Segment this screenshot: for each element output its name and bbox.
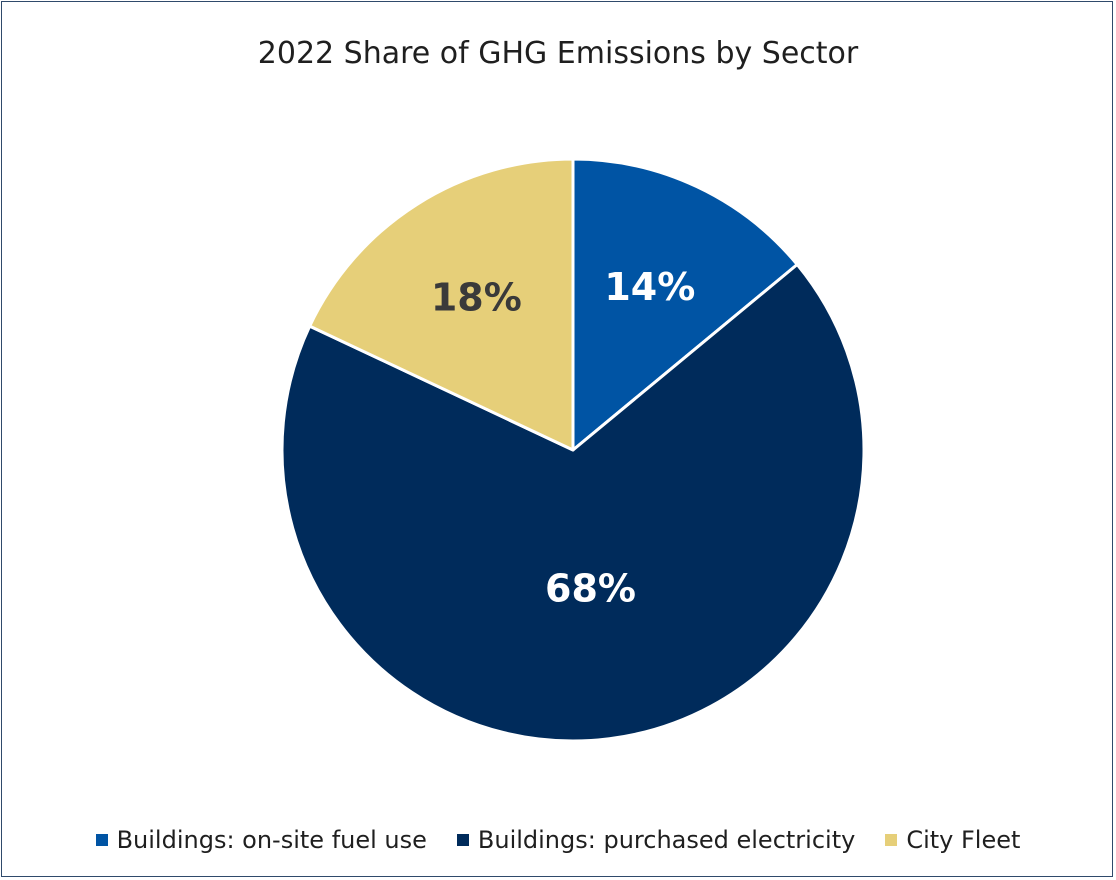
legend-label: City Fleet <box>906 826 1021 854</box>
chart-legend: Buildings: on-site fuel use Buildings: p… <box>0 826 1116 854</box>
legend-item-purchased-electricity: Buildings: purchased electricity <box>456 826 856 854</box>
slice-data-label: 14% <box>604 265 695 309</box>
pie-slice <box>308 157 575 452</box>
chart-title: 2022 Share of GHG Emissions by Sector <box>257 36 859 71</box>
pie-slice <box>280 263 866 743</box>
slice-data-label: 68% <box>545 567 636 611</box>
legend-swatch <box>456 834 469 846</box>
legend-item-onsite-fuel: Buildings: on-site fuel use <box>95 826 427 854</box>
legend-swatch <box>95 834 108 846</box>
legend-swatch <box>885 834 898 846</box>
legend-label: Buildings: on-site fuel use <box>116 826 427 854</box>
pie-slice <box>571 157 799 452</box>
slice-data-label: 18% <box>431 276 522 320</box>
legend-label: Buildings: purchased electricity <box>477 826 856 854</box>
pie-labels: 14% 68% 18% <box>431 265 695 611</box>
legend-item-city-fleet: City Fleet <box>885 826 1020 854</box>
pie-slices <box>280 157 866 743</box>
